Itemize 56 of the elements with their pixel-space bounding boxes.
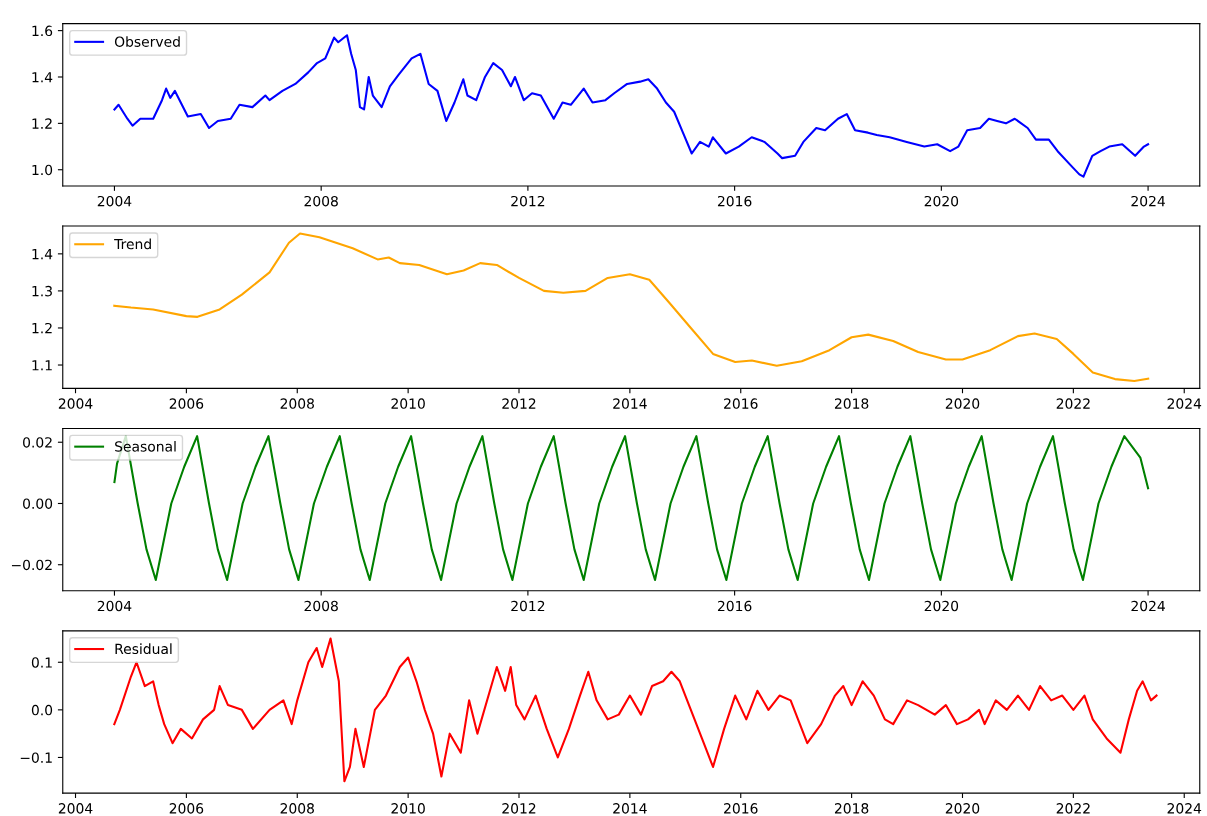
x-tick-label: 2024 <box>1167 398 1202 409</box>
x-tick-label: 2008 <box>280 398 314 409</box>
x-tick-label: 2016 <box>717 600 752 612</box>
y-tick-label: 0.0 <box>31 704 53 716</box>
x-tick-label: 2004 <box>58 803 93 814</box>
y-tick-label: 0.00 <box>23 498 53 509</box>
x-tick-label: 2010 <box>391 803 425 814</box>
x-tick-label: 2012 <box>502 398 536 409</box>
x-tick-label: 2024 <box>1167 803 1202 814</box>
x-tick-label: 2024 <box>1131 600 1165 612</box>
y-tick-label: −0.02 <box>11 559 52 571</box>
y-tick-label: 1.4 <box>32 249 53 260</box>
x-tick-label: 2022 <box>1056 803 1090 814</box>
x-tick-label: 2016 <box>724 803 758 814</box>
x-tick-label: 2020 <box>924 195 959 207</box>
x-tick-label: 2016 <box>717 195 752 207</box>
x-tick-label: 2010 <box>391 398 425 409</box>
x-tick-label: 2006 <box>169 803 204 814</box>
x-tick-label: 2004 <box>58 398 93 409</box>
x-tick-label: 2014 <box>613 803 647 814</box>
x-tick-label: 2006 <box>169 398 204 409</box>
legend-label: Trend <box>114 238 151 250</box>
x-tick-label: 2024 <box>1131 195 1165 207</box>
x-tick-label: 2004 <box>97 600 132 612</box>
x-tick-label: 2014 <box>613 398 647 409</box>
y-tick-label: 1.1 <box>32 360 52 371</box>
x-tick-label: 2008 <box>280 803 314 814</box>
x-tick-label: 2018 <box>834 398 869 409</box>
y-tick-label: −0.1 <box>20 752 52 763</box>
x-tick-label: 2020 <box>924 600 959 612</box>
x-tick-label: 2018 <box>834 803 869 814</box>
x-tick-label: 2012 <box>511 195 545 207</box>
x-tick-label: 2022 <box>1056 398 1090 409</box>
x-tick-label: 2016 <box>724 398 758 409</box>
y-tick-label: 1.2 <box>32 322 52 334</box>
legend-label: Observed <box>114 36 180 47</box>
line-series <box>113 232 1150 382</box>
legend-label: Residual <box>115 643 172 655</box>
x-tick-label: 2008 <box>304 600 338 612</box>
y-tick-label: 1.2 <box>32 118 52 129</box>
x-tick-label: 2012 <box>511 600 545 612</box>
line-series <box>113 435 1150 582</box>
y-tick-label: 1.6 <box>32 25 53 37</box>
y-tick-label: 1.4 <box>32 72 53 83</box>
legend-label: Seasonal <box>115 440 176 452</box>
line-series <box>113 637 1158 783</box>
line-series <box>113 34 1150 178</box>
y-tick-label: 0.02 <box>23 437 52 448</box>
x-tick-label: 2008 <box>304 195 338 207</box>
x-tick-label: 2020 <box>945 398 980 409</box>
x-tick-label: 2012 <box>502 803 536 814</box>
y-tick-label: 1.0 <box>32 164 53 176</box>
y-tick-label: 1.3 <box>32 285 52 297</box>
x-tick-label: 2004 <box>97 195 132 207</box>
x-tick-label: 2020 <box>945 803 980 814</box>
y-tick-label: 0.1 <box>31 657 52 668</box>
